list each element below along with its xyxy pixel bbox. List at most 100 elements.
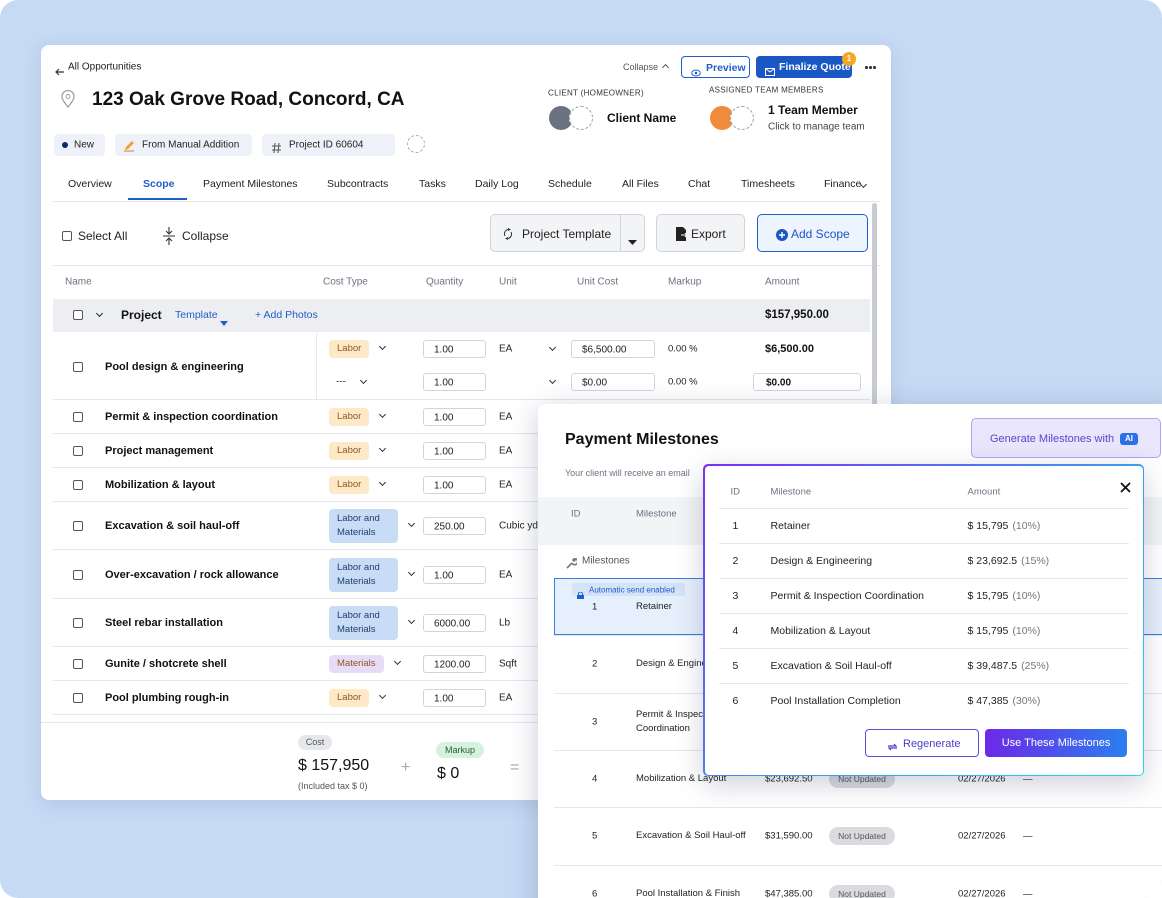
unit: EA (499, 343, 513, 355)
cost-type: --- (336, 376, 346, 388)
team-count[interactable]: 1 Team Member (768, 103, 858, 117)
checkbox[interactable] (73, 446, 83, 456)
milestone-name: Mobilization & Layout (770, 625, 871, 637)
more-dot[interactable] (873, 66, 876, 69)
tab[interactable]: Tasks (419, 178, 446, 190)
more-dot[interactable] (865, 66, 868, 69)
cost-type-tag[interactable]: Labor (329, 408, 387, 426)
tab[interactable]: Schedule (548, 178, 592, 190)
checkbox[interactable] (73, 480, 83, 490)
tab[interactable]: Daily Log (475, 178, 519, 190)
checkbox[interactable] (73, 310, 83, 320)
add-team[interactable] (730, 106, 754, 130)
generate-ai-button[interactable]: Generate Milestones with AI (971, 418, 1161, 458)
finalize-quote-button[interactable]: Finalize Quote (756, 56, 852, 78)
quantity-input[interactable]: 1.00 (423, 373, 486, 391)
template-dropdown[interactable] (621, 214, 645, 252)
quantity-input[interactable]: 1.00 (423, 565, 486, 584)
tab[interactable]: Timesheets (741, 178, 795, 190)
hash-icon (272, 140, 281, 154)
scope-row: Mobilization & layout Labor 1.00 EA (53, 468, 870, 502)
tag[interactable]: New (54, 134, 105, 156)
group-name: Project (121, 308, 162, 322)
checkbox[interactable] (73, 412, 83, 422)
unit-cost-input[interactable]: $6,500.00 (571, 340, 655, 358)
client-name[interactable]: Client Name (607, 111, 677, 125)
milestone-amount: $ 15,795 (10%) (968, 520, 1041, 532)
auto-send-label: Automatic send enabled (589, 585, 675, 594)
row-divider (554, 864, 1162, 866)
unit-cost: $6,500.00 (582, 344, 627, 356)
tab[interactable]: Overview (68, 178, 112, 190)
quantity: 1.00 (434, 570, 454, 581)
checkbox[interactable] (73, 659, 83, 669)
tag[interactable]: Project ID 60604 (262, 134, 395, 156)
add-scope-button[interactable]: Add Scope (757, 214, 868, 252)
project-template-button[interactable]: Project Template (490, 214, 621, 252)
checkbox[interactable] (73, 693, 83, 703)
add-client[interactable] (569, 106, 593, 130)
preview-button[interactable]: Preview (681, 56, 750, 78)
more-dot[interactable] (869, 66, 872, 69)
regenerate-icon (887, 739, 898, 751)
quantity-input[interactable]: 1.00 (423, 689, 486, 707)
export-button[interactable]: Export (656, 214, 745, 252)
tab[interactable]: Scope (143, 178, 175, 190)
milestone-id: 6 (592, 888, 598, 898)
chevron (379, 691, 387, 700)
tag[interactable]: From Manual Addition (115, 134, 252, 156)
status-pill: Not Updated (829, 884, 895, 898)
quantity-input[interactable]: 1.00 (423, 340, 486, 358)
checkbox[interactable] (73, 521, 83, 531)
markup-pill: Markup (436, 742, 484, 758)
cost-type-tag[interactable]: Labor and Materials (329, 557, 416, 592)
collapse-button[interactable]: Collapse (182, 229, 229, 243)
cost-type-tag[interactable]: Labor and Materials (329, 509, 416, 543)
checkbox[interactable] (73, 618, 83, 628)
tab[interactable]: Subcontracts (327, 178, 389, 190)
cost-type-tag[interactable]: Labor (329, 689, 387, 707)
quantity-input[interactable]: 1.00 (423, 408, 486, 426)
checkbox[interactable] (62, 231, 72, 241)
unit: EA (499, 569, 513, 580)
cost-type-tag[interactable]: Labor (329, 442, 387, 460)
quantity-input[interactable]: 1.00 (423, 476, 486, 494)
chevron (407, 568, 416, 576)
column-header: Quantity (426, 276, 464, 288)
regenerate-button[interactable]: Regenerate (865, 729, 979, 757)
milestone-id: 5 (732, 660, 739, 672)
unit-cost-input[interactable]: $0.00 (571, 373, 655, 391)
cost-type-tag[interactable]: Labor (329, 476, 387, 494)
tab[interactable]: Payment Milestones (203, 178, 298, 190)
column-header: Milestone (636, 508, 677, 520)
close-button[interactable] (1119, 480, 1131, 493)
use-milestones-button[interactable]: Use These Milestones (985, 729, 1127, 757)
template-link[interactable]: Template (175, 309, 218, 321)
quantity-input[interactable]: 1200.00 (423, 655, 486, 673)
generate-label: Generate Milestones with (990, 433, 1115, 445)
amount-input[interactable]: $0.00 (753, 373, 861, 391)
export-icon (675, 227, 688, 241)
quantity-input[interactable]: 6000.00 (423, 614, 486, 632)
tab[interactable]: All Files (622, 178, 659, 190)
quantity-input[interactable]: 250.00 (423, 517, 486, 535)
tab[interactable]: Finance (824, 178, 862, 190)
checkbox[interactable] (73, 361, 83, 372)
tab[interactable]: Chat (688, 178, 711, 190)
collapse-toggle[interactable]: Collapse (623, 62, 659, 72)
select-all[interactable]: Select All (78, 229, 128, 243)
back-link[interactable]: All Opportunities (68, 61, 142, 73)
cost-type-tag[interactable]: Materials (329, 655, 401, 673)
add-tag[interactable] (407, 135, 425, 153)
back-arrow (55, 63, 65, 76)
cost-type-tag[interactable]: Labor and Materials (329, 606, 416, 640)
quantity-input[interactable]: 1.00 (423, 442, 486, 460)
add-photos[interactable]: + Add Photos (255, 309, 318, 321)
tag-label: From Manual Addition (142, 139, 240, 151)
column-header: Markup (668, 276, 702, 288)
cost-type-tag[interactable]: Labor (329, 340, 387, 358)
amount-percent: (10%) (1012, 520, 1041, 532)
column-header: Cost Type (323, 276, 368, 288)
checkbox[interactable] (73, 569, 83, 580)
